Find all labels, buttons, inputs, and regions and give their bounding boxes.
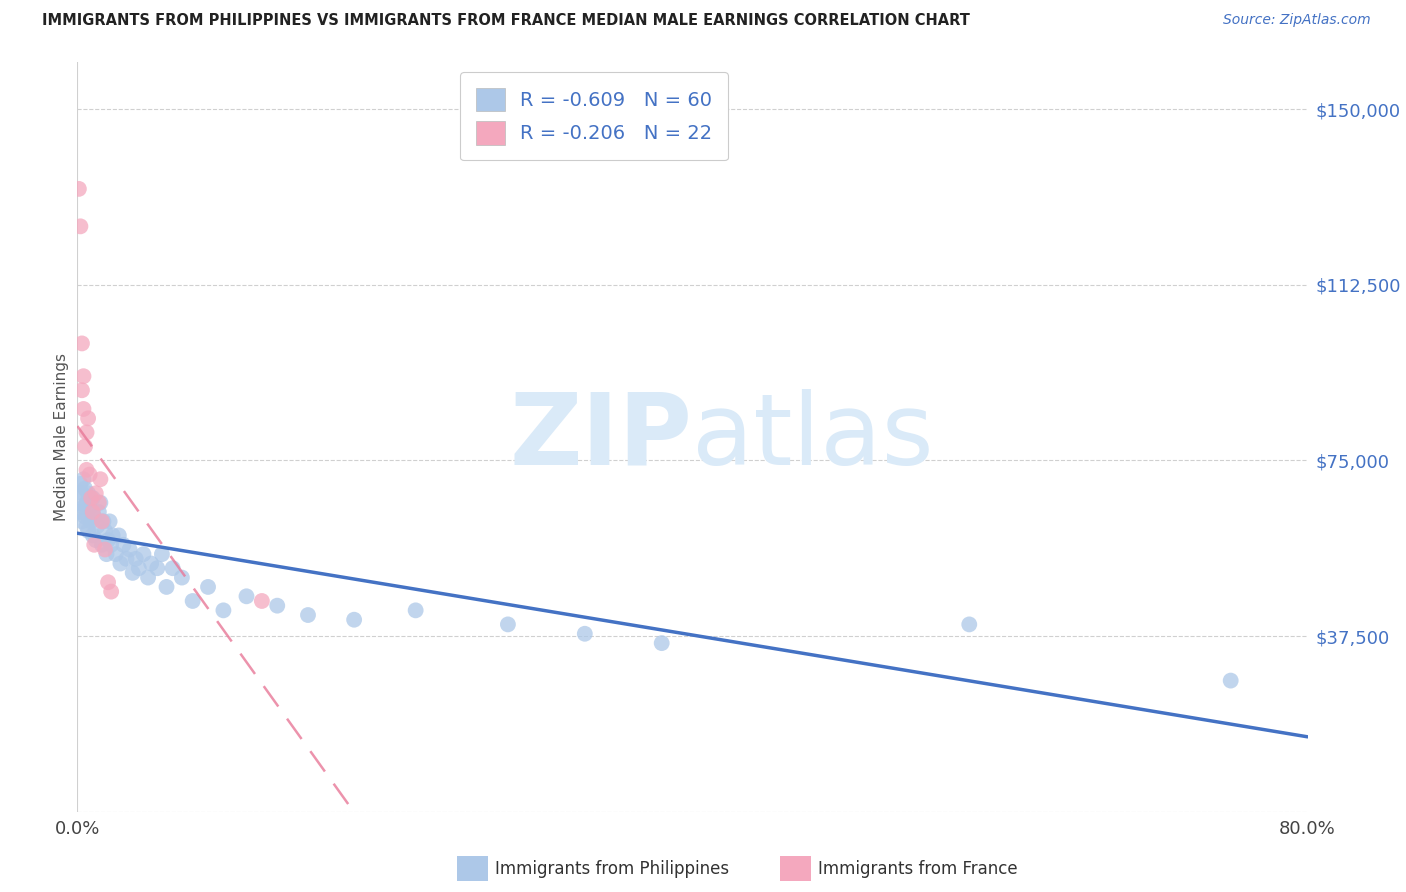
- Point: [94, 524, 117, 538]
- Point: [266, 599, 288, 613]
- Point: [125, 551, 148, 566]
- Point: [97, 575, 120, 590]
- Point: [84, 486, 107, 500]
- Point: [70, 336, 93, 351]
- Point: [67, 491, 90, 505]
- Text: Immigrants from Philippines: Immigrants from Philippines: [495, 860, 730, 878]
- Text: atlas: atlas: [693, 389, 934, 485]
- Text: ZIP: ZIP: [509, 389, 693, 485]
- Point: [72, 500, 94, 515]
- Point: [76, 496, 98, 510]
- Point: [69, 476, 91, 491]
- Point: [87, 505, 110, 519]
- Point: [197, 580, 219, 594]
- Point: [212, 603, 235, 617]
- Point: [67, 182, 90, 196]
- Point: [69, 219, 91, 234]
- Point: [77, 486, 100, 500]
- Point: [90, 514, 114, 528]
- Point: [93, 514, 115, 528]
- Point: [89, 472, 111, 486]
- Y-axis label: Median Male Earnings: Median Male Earnings: [53, 353, 69, 521]
- Point: [82, 491, 104, 505]
- Point: [76, 463, 98, 477]
- Point: [98, 514, 121, 528]
- Point: [121, 566, 143, 580]
- Point: [181, 594, 204, 608]
- Point: [73, 509, 96, 524]
- Point: [651, 636, 673, 650]
- Point: [86, 519, 108, 533]
- Point: [72, 472, 94, 486]
- Point: [957, 617, 980, 632]
- Point: [118, 542, 141, 557]
- Legend: R = -0.609   N = 60, R = -0.206   N = 22: R = -0.609 N = 60, R = -0.206 N = 22: [460, 72, 728, 161]
- Point: [80, 514, 103, 528]
- Point: [100, 584, 122, 599]
- Point: [73, 440, 96, 454]
- Point: [112, 538, 135, 552]
- Point: [96, 547, 118, 561]
- Point: [77, 411, 100, 425]
- Point: [104, 547, 127, 561]
- Point: [110, 557, 132, 571]
- Point: [1219, 673, 1241, 688]
- Text: IMMIGRANTS FROM PHILIPPINES VS IMMIGRANTS FROM FRANCE MEDIAN MALE EARNINGS CORRE: IMMIGRANTS FROM PHILIPPINES VS IMMIGRANT…: [42, 13, 970, 29]
- Point: [79, 467, 101, 482]
- Point: [405, 603, 427, 617]
- Point: [89, 496, 111, 510]
- Point: [82, 528, 104, 542]
- Point: [100, 538, 122, 552]
- Point: [235, 590, 257, 604]
- Point: [574, 626, 596, 640]
- Point: [162, 561, 184, 575]
- Point: [146, 561, 169, 575]
- Point: [82, 505, 104, 519]
- Point: [84, 533, 107, 547]
- Point: [141, 557, 163, 571]
- Point: [69, 505, 91, 519]
- Point: [250, 594, 273, 608]
- Point: [72, 402, 94, 417]
- Point: [70, 384, 93, 398]
- Point: [170, 571, 193, 585]
- Point: [83, 509, 105, 524]
- Point: [94, 542, 117, 557]
- Point: [70, 486, 93, 500]
- Point: [128, 561, 150, 575]
- Point: [72, 369, 94, 384]
- Point: [343, 613, 366, 627]
- Point: [155, 580, 177, 594]
- Point: [76, 425, 98, 440]
- Text: Immigrants from France: Immigrants from France: [818, 860, 1018, 878]
- Point: [73, 482, 96, 496]
- Text: Source: ZipAtlas.com: Source: ZipAtlas.com: [1223, 13, 1371, 28]
- Point: [87, 496, 110, 510]
- Point: [83, 538, 105, 552]
- Point: [70, 514, 93, 528]
- Point: [80, 491, 103, 505]
- Point: [79, 500, 101, 515]
- Point: [136, 571, 159, 585]
- Point: [150, 547, 173, 561]
- Point: [496, 617, 519, 632]
- Point: [115, 551, 138, 566]
- Point: [97, 533, 120, 547]
- Point: [101, 528, 124, 542]
- Point: [76, 519, 98, 533]
- Point: [297, 608, 319, 623]
- Point: [132, 547, 155, 561]
- Point: [90, 538, 114, 552]
- Point: [108, 528, 131, 542]
- Point: [77, 524, 100, 538]
